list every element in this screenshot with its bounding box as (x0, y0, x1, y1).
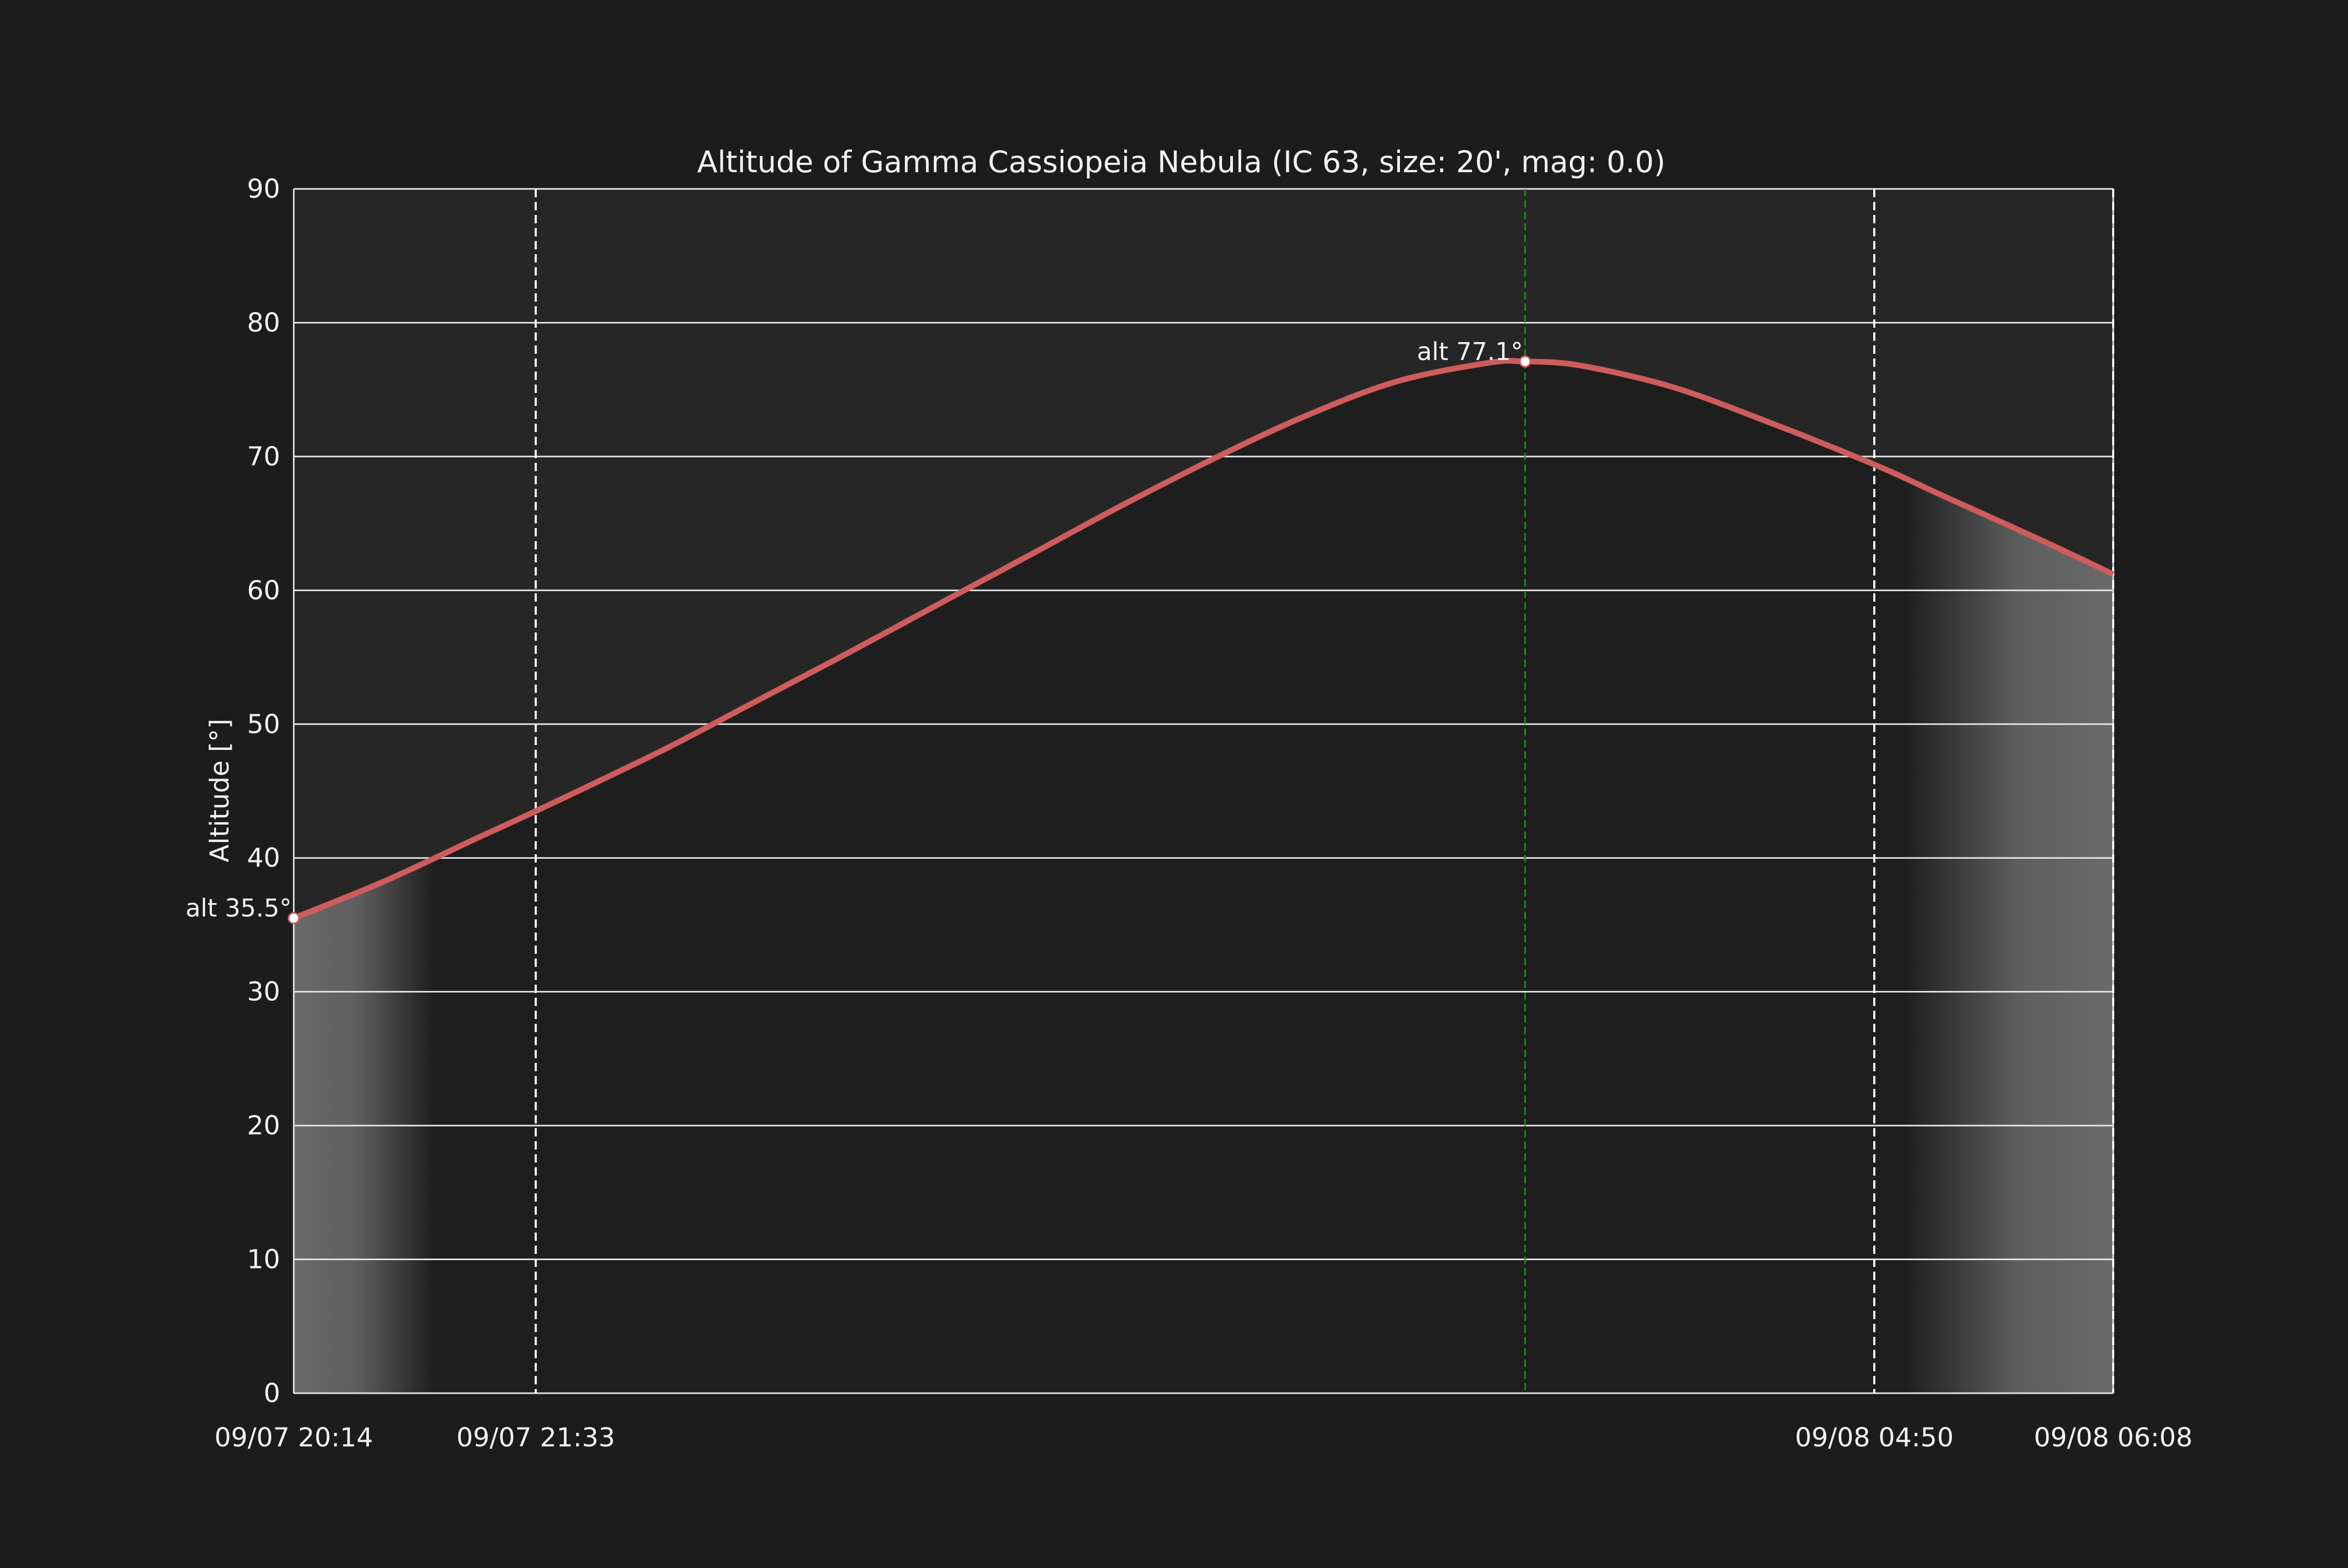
y-tick-label: 60 (247, 575, 280, 605)
annotation-marker (1519, 355, 1531, 368)
y-tick-label: 10 (247, 1244, 280, 1275)
x-tick-label: 09/08 06:08 (2034, 1422, 2193, 1453)
chart-title: Altitude of Gamma Cassiopeia Nebula (IC … (697, 145, 1666, 179)
y-tick-label: 80 (247, 307, 280, 338)
x-tick-label: 09/07 21:33 (457, 1422, 615, 1453)
y-tick-label: 40 (247, 843, 280, 873)
y-tick-label: 30 (247, 977, 280, 1007)
y-tick-label: 70 (247, 441, 280, 472)
altitude-series (292, 357, 2115, 921)
annotation-label: alt 35.5° (186, 894, 292, 923)
y-tick-label: 50 (247, 709, 280, 739)
time-markers (534, 189, 2114, 1393)
y-tick-label: 90 (247, 174, 280, 204)
y-tick-label: 0 (263, 1378, 280, 1408)
x-tick-label: 09/07 20:14 (214, 1422, 373, 1453)
x-tick-label: 09/08 04:50 (1795, 1422, 1954, 1453)
night-area (294, 361, 2113, 1393)
chart-text: Altitude of Gamma Cassiopeia Nebula (IC … (186, 145, 2193, 1453)
y-axis-label: Altitude [°] (205, 719, 235, 862)
annotation-points (287, 355, 1531, 925)
annotation-marker (287, 912, 300, 925)
altitude-line (292, 357, 2115, 921)
annotation-label: alt 77.1° (1417, 338, 1523, 366)
y-tick-label: 20 (247, 1110, 280, 1141)
